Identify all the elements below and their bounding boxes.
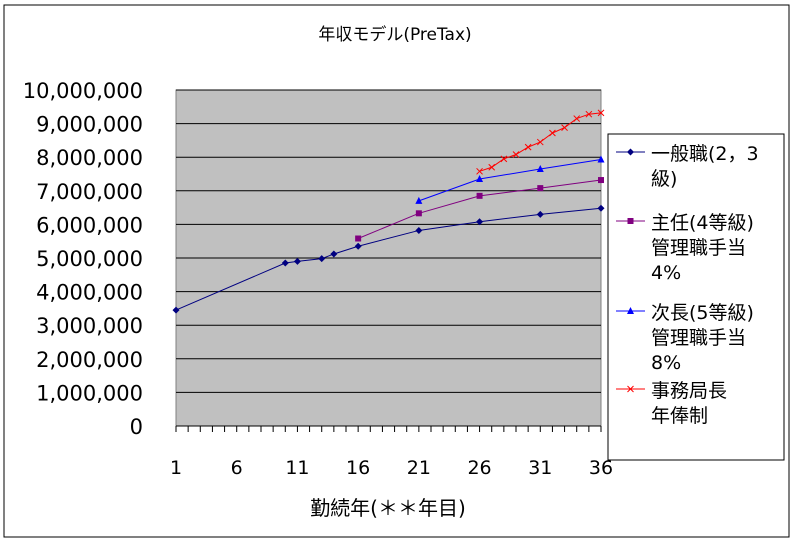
data-point	[597, 109, 605, 117]
legend-entry-2: 主任(4等級) 管理職手当 4%	[616, 212, 754, 284]
x-tick-label: 6	[231, 457, 243, 479]
y-tick-label: 2,000,000	[36, 348, 143, 372]
data-point	[536, 210, 544, 218]
data-point	[354, 242, 362, 250]
legend-label: 4%	[651, 262, 681, 284]
x-tick-label: 26	[467, 457, 491, 479]
data-point	[549, 129, 556, 137]
data-point	[415, 210, 422, 217]
data-point	[172, 306, 180, 314]
data-point	[415, 196, 423, 204]
legend-label: 一般職(2，3	[651, 143, 759, 165]
x-tick-label: 11	[285, 457, 309, 479]
y-tick-label: 1,000,000	[36, 381, 143, 405]
y-tick-label: 4,000,000	[36, 281, 143, 305]
data-point	[476, 167, 483, 175]
y-tick-label: 7,000,000	[36, 180, 143, 204]
data-point	[293, 257, 301, 265]
y-tick-label: 10,000,000	[23, 79, 143, 103]
data-point	[627, 148, 634, 156]
data-point	[476, 218, 484, 226]
x-tick-label: 16	[346, 457, 370, 479]
data-point	[318, 255, 326, 263]
y-tick-label: 6,000,000	[36, 213, 143, 237]
data-point	[597, 204, 605, 212]
series-line	[175, 207, 602, 311]
data-point	[597, 155, 605, 163]
data-point	[536, 138, 544, 146]
data-point	[355, 235, 362, 242]
legend-box	[607, 133, 785, 461]
data-point	[476, 192, 483, 199]
y-axis: 0 1,000,000 2,000,000 3,000,000 4,000,000 5,0…	[23, 79, 143, 439]
legend: 一般職(2，3 級) 主任(4等級) 管理職手当 4% 次長(5等級) 管理職手当 8% 事務局…	[616, 143, 759, 427]
y-tick-label: 9,000,000	[36, 113, 143, 137]
data-point	[281, 259, 289, 267]
data-point	[585, 110, 593, 118]
data-point	[488, 163, 496, 171]
data-point	[524, 143, 532, 151]
y-tick-label: 8,000,000	[36, 146, 143, 170]
legend-label: 年俸制	[651, 405, 708, 427]
data-point	[415, 226, 423, 234]
chart-title: 年収モデル(PreTax)	[318, 24, 471, 45]
legend-label: 次長(5等級)	[651, 302, 754, 324]
series-4	[476, 109, 605, 175]
data-point	[561, 124, 568, 131]
series-group	[172, 109, 605, 314]
gridlines	[176, 89, 601, 393]
data-point	[512, 151, 520, 158]
data-point	[536, 164, 544, 172]
x-tick-label: 36	[589, 457, 613, 479]
x-axis-label: 勤続年(＊＊年目)	[310, 496, 466, 520]
legend-label: 事務局長	[651, 380, 727, 402]
data-point	[627, 385, 634, 393]
series-3	[415, 155, 605, 204]
data-point	[476, 175, 484, 183]
y-tick-label: 5,000,000	[36, 247, 143, 271]
series-1	[172, 204, 605, 314]
legend-label: 主任(4等級)	[651, 212, 754, 234]
x-tick-label: 31	[528, 457, 552, 479]
series-line	[418, 159, 602, 202]
data-point	[598, 177, 604, 184]
x-tick-label: 21	[407, 457, 431, 479]
legend-entry-3: 次長(5等級) 管理職手当 8%	[616, 302, 754, 374]
y-tick-label: 0	[130, 415, 143, 439]
data-point	[500, 155, 508, 163]
data-point	[537, 185, 544, 192]
x-axis: 1 6 11 16 21 26 31 36	[170, 425, 613, 479]
legend-label: 管理職手当	[651, 327, 746, 349]
legend-label: 8%	[651, 352, 681, 374]
x-tick-label: 1	[170, 457, 182, 479]
y-tick-label: 3,000,000	[36, 314, 143, 338]
series-2	[355, 177, 604, 242]
data-point	[627, 307, 634, 314]
data-point	[627, 218, 634, 224]
legend-label: 管理職手当	[651, 237, 746, 259]
legend-entry-1: 一般職(2，3 級)	[616, 143, 759, 190]
data-point	[330, 250, 338, 258]
data-point	[573, 115, 581, 122]
legend-label: 級)	[651, 168, 677, 190]
